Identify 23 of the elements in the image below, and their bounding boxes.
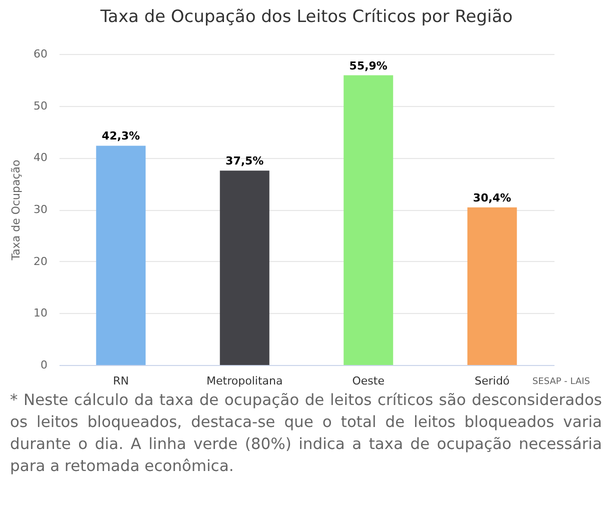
chart-title: Taxa de Ocupação dos Leitos Críticos por Região [99, 7, 513, 27]
bar [344, 75, 394, 365]
x-tick-label: Oeste [352, 374, 385, 388]
data-label: 42,3% [102, 130, 140, 143]
bar [96, 146, 146, 365]
y-tick-label: 60 [34, 48, 48, 60]
y-tick-label: 40 [34, 151, 48, 164]
x-tick-label: RN [112, 374, 129, 388]
y-tick-label: 10 [34, 306, 48, 320]
bar [467, 207, 517, 365]
text: * Neste cálculo da taxa de ocupação de leitos críticos são desconsiderados os leitos bloqueados, destaca-se que o total de leitos bloqueados varia durante o dia. A linha verde (80%) indica a taxa de ocupação necessária para a retomada econômica. [10, 390, 602, 477]
x-tick-label: Metropolitana [206, 374, 283, 388]
data-label: 30,4% [473, 191, 512, 204]
data-label: 55,9% [349, 59, 388, 72]
y-tick-label: 30 [34, 203, 48, 216]
y-tick-label: 50 [34, 99, 48, 112]
y-axis-title: Taxa de Ocupação [10, 159, 23, 262]
bar [220, 170, 270, 365]
y-tick-label: 20 [34, 254, 48, 268]
text: SESAP - LAIS [532, 377, 590, 387]
y-tick-label: 0 [40, 358, 48, 372]
data-label: 37,5% [226, 154, 264, 168]
x-tick-label: Seridó [474, 374, 510, 388]
